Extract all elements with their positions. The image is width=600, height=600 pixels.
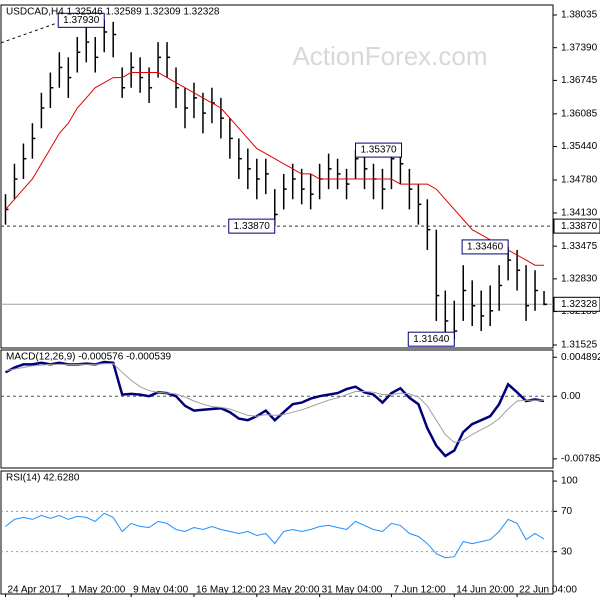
x-tick-label: 7 Jun 12:00 xyxy=(393,585,446,596)
y-tick-label: 1.38035 xyxy=(561,10,598,21)
y-tick-label: 1.32830 xyxy=(561,273,598,284)
annotation-label: 1.33870 xyxy=(234,221,271,232)
y-tick-label: 1.35440 xyxy=(561,141,598,152)
price-label-box xyxy=(553,296,600,312)
y-tick-label: 1.37390 xyxy=(561,42,598,53)
y-tick-label: 1.36085 xyxy=(561,108,598,119)
x-tick-label: 24 Apr 2017 xyxy=(7,585,61,596)
annotation-label: 1.31640 xyxy=(413,334,450,345)
x-tick-label: 14 Jun 20:00 xyxy=(456,585,514,596)
annotation-label: 1.35370 xyxy=(360,145,397,156)
y-tick-label: 1.33475 xyxy=(561,241,598,252)
y-tick-label: 0.004892 xyxy=(561,352,600,363)
y-tick-label: 1.34130 xyxy=(561,208,598,219)
annotation-box xyxy=(57,12,105,28)
x-tick-label: 31 May 04:00 xyxy=(322,585,383,596)
x-tick-label: 23 May 20:00 xyxy=(259,585,320,596)
annotation-box xyxy=(407,331,455,347)
panel-frame xyxy=(0,470,554,595)
annotation-label: 1.37930 xyxy=(63,15,100,26)
y-tick-label: 0.00 xyxy=(561,391,581,402)
annotation-box xyxy=(228,218,276,234)
y-tick-label: 70 xyxy=(561,506,573,517)
y-tick-label: 1.36745 xyxy=(561,75,598,86)
panel-title: RSI(14) 42.6280 xyxy=(6,473,80,484)
panel-frame xyxy=(0,349,554,469)
x-tick-label: 16 May 12:00 xyxy=(196,585,257,596)
y-tick-label: -0.007857 xyxy=(561,454,600,465)
y-tick-label: 1.31525 xyxy=(561,340,598,351)
watermark: ActionForex.com xyxy=(292,41,487,71)
panel-title: USDCAD,H4 1.32546 1.32589 1.32309 1.3232… xyxy=(6,7,220,18)
annotation-label: 1.33460 xyxy=(467,242,504,253)
annotation-box xyxy=(355,142,403,158)
price-label: 1.32328 xyxy=(561,299,598,310)
y-tick-label: 100 xyxy=(561,476,578,487)
indicator-line xyxy=(5,363,544,444)
y-tick-label: 1.34780 xyxy=(561,175,598,186)
trend-line xyxy=(0,22,58,44)
price-label-box xyxy=(553,218,600,234)
price-label: 1.33870 xyxy=(561,221,598,232)
indicator-line xyxy=(4,360,545,458)
panel-frame xyxy=(0,4,554,349)
y-tick-label: 30 xyxy=(561,546,573,557)
x-tick-label: 9 May 04:00 xyxy=(133,585,188,596)
panel-title: MACD(12,26,9) -0.000576 -0.000539 xyxy=(6,352,172,363)
x-tick-label: 1 May 20:00 xyxy=(70,585,125,596)
indicator-line xyxy=(5,512,545,559)
annotation-box xyxy=(461,239,509,255)
x-tick-label: 22 Jun 04:00 xyxy=(519,585,577,596)
moving-average xyxy=(5,72,544,266)
